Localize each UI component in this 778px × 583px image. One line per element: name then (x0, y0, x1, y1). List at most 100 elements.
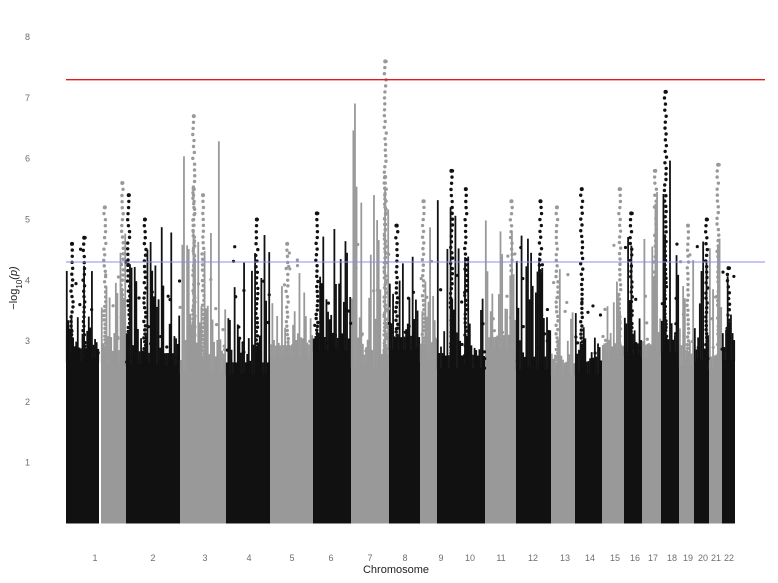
snp-point (120, 348, 124, 353)
snp-column (563, 362, 566, 377)
snp-point (685, 298, 690, 302)
snp-point (464, 329, 469, 333)
snp-point (509, 327, 514, 331)
snp-point (316, 279, 320, 284)
snp-column (292, 324, 294, 359)
snp-point (509, 224, 514, 228)
snp-column (680, 345, 683, 367)
snp-point (201, 217, 205, 222)
snp-point (143, 328, 147, 332)
snp-point (103, 295, 108, 299)
snp-point (624, 351, 629, 355)
snp-point (191, 132, 195, 137)
snp-point (83, 356, 87, 360)
snp-point (664, 225, 668, 229)
peak-snp-point (394, 223, 399, 228)
snp-point (285, 347, 289, 351)
snp-column (244, 362, 247, 376)
snp-column (415, 299, 417, 351)
snp-point (727, 351, 731, 356)
snp-point (579, 328, 584, 332)
snp-point (126, 241, 130, 245)
snp-point (192, 278, 197, 283)
snp-point (509, 342, 514, 346)
snp-point (274, 354, 279, 359)
snp-point (421, 320, 426, 325)
x-tick-label: 11 (496, 553, 505, 563)
snp-point (102, 211, 106, 216)
snp-point (579, 272, 584, 276)
snp-point (82, 272, 87, 277)
snp-point (143, 270, 147, 274)
snp-point (143, 340, 147, 344)
snp-point (394, 345, 398, 350)
snp-point (192, 205, 196, 210)
snp-point (618, 327, 623, 331)
snp-column (470, 345, 473, 370)
snp-point (686, 346, 690, 351)
snp-point (142, 347, 146, 351)
snp-point (653, 255, 657, 259)
snp-point (463, 267, 467, 271)
snp-column (528, 299, 531, 371)
snp-point (394, 286, 399, 290)
snp-point (727, 291, 732, 295)
snp-point (120, 193, 124, 198)
snp-point (538, 274, 542, 278)
snp-column (403, 336, 406, 351)
snp-point (83, 340, 87, 345)
peak-snp-point (126, 193, 131, 198)
snp-point (685, 303, 689, 308)
snp-point (629, 290, 633, 294)
snp-point (653, 244, 657, 248)
snp-point (465, 211, 469, 216)
snp-column (429, 227, 431, 362)
snp-point (449, 286, 454, 291)
snp-point (460, 342, 464, 347)
snp-column (211, 319, 214, 374)
snp-point (727, 337, 732, 341)
snp-column (173, 336, 176, 367)
snp-column (80, 348, 82, 363)
snp-column (67, 320, 70, 363)
snp-column (480, 310, 482, 370)
snp-column (144, 335, 147, 367)
snp-point (201, 337, 205, 342)
snp-point (127, 350, 131, 355)
snp-point (354, 266, 358, 270)
snp-point (382, 271, 387, 275)
snp-point (70, 254, 74, 258)
snp-column (190, 324, 193, 374)
snp-point (521, 276, 525, 281)
snp-point (617, 297, 622, 301)
snp-point (449, 348, 453, 352)
snp-point (287, 264, 291, 269)
snp-point (315, 308, 320, 312)
snp-point (663, 120, 668, 124)
snp-point (540, 263, 544, 267)
snp-point (449, 193, 454, 198)
snp-point (421, 263, 426, 267)
snp-column (695, 349, 698, 363)
snp-column (110, 337, 113, 365)
snp-point (105, 356, 109, 360)
snp-point (192, 341, 197, 345)
snp-column (467, 256, 470, 370)
snp-point (580, 292, 584, 296)
snp-point (531, 357, 535, 361)
snp-point (617, 337, 621, 342)
snp-point (70, 278, 75, 282)
snp-point (509, 230, 513, 234)
snp-point (406, 296, 411, 300)
snp-column (263, 235, 266, 376)
snp-column (301, 338, 304, 359)
snp-point (384, 350, 388, 354)
snp-point (482, 366, 487, 370)
snp-column (700, 271, 703, 363)
snp-point (663, 272, 668, 276)
snp-point (315, 229, 320, 234)
snp-point (315, 331, 319, 336)
snp-point (515, 359, 519, 363)
snp-column (179, 359, 182, 374)
snp-point (120, 278, 125, 282)
